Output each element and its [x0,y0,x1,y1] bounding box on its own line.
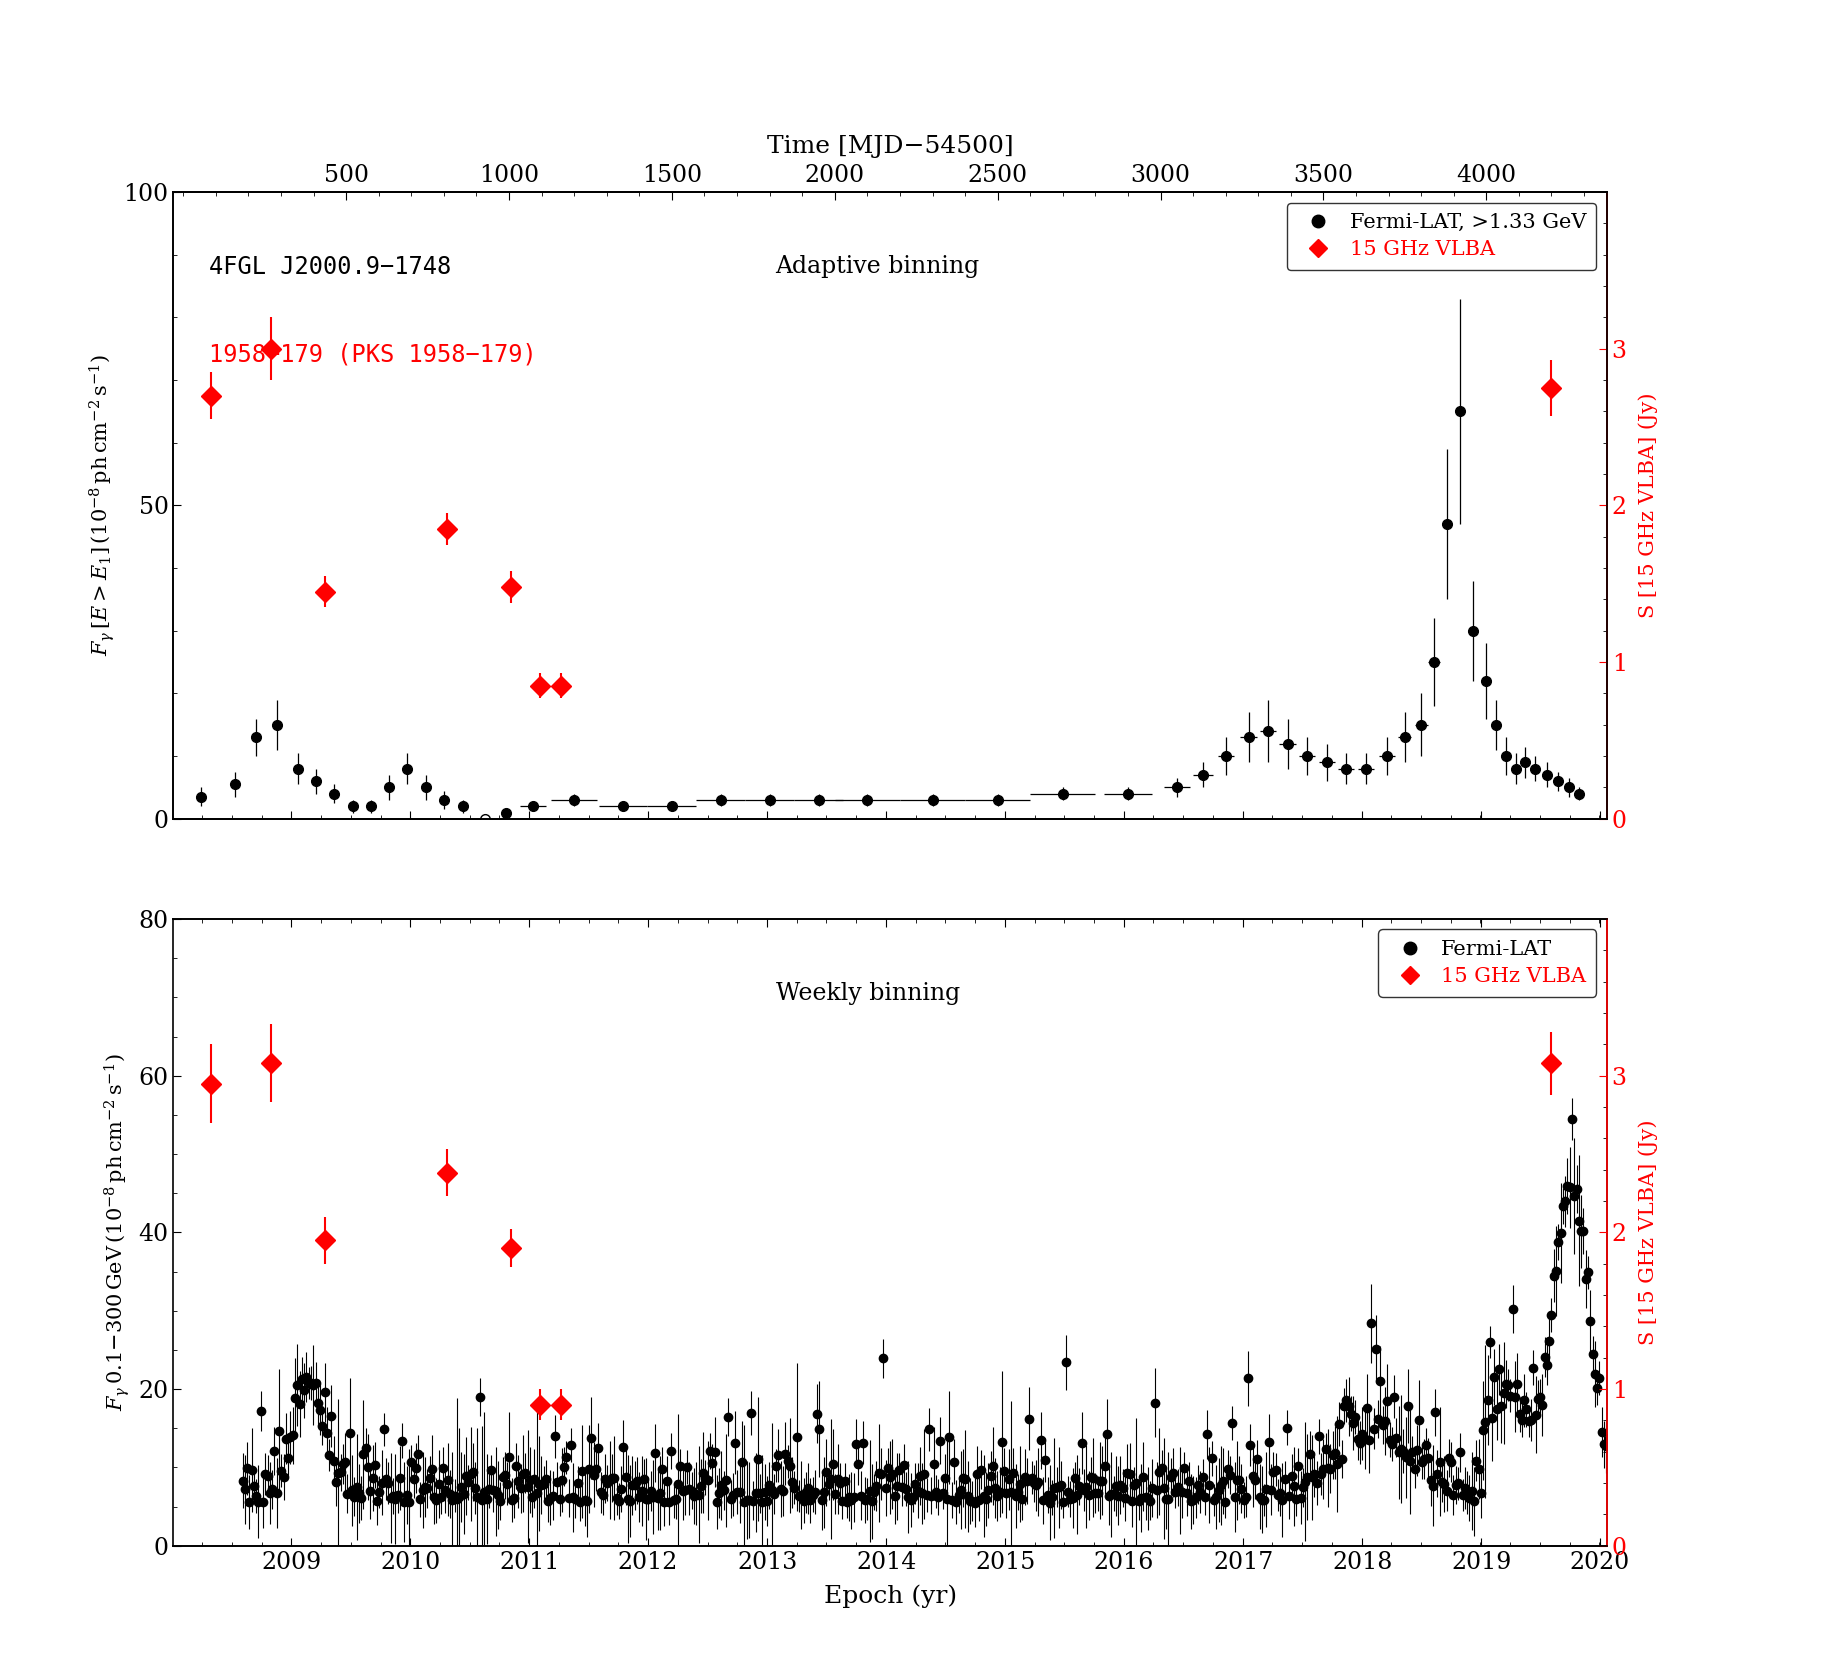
X-axis label: Epoch (yr): Epoch (yr) [824,1584,957,1608]
Y-axis label: S [15 GHz VLBA] (Jy): S [15 GHz VLBA] (Jy) [1638,1120,1658,1345]
Y-axis label: $F_{\gamma}\,0.1{-}300\,\mathrm{GeV}\,(10^{-8}\,\mathrm{ph\,cm^{-2}\,s^{-1}})$: $F_{\gamma}\,0.1{-}300\,\mathrm{GeV}\,(1… [102,1054,131,1410]
Text: Weekly binning: Weekly binning [776,983,960,1004]
X-axis label: Time [MJD−54500]: Time [MJD−54500] [767,135,1013,159]
Legend: Fermi-LAT, >1.33 GeV, 15 GHz VLBA: Fermi-LAT, >1.33 GeV, 15 GHz VLBA [1287,202,1596,269]
Text: 4FGL J2000.9−1748: 4FGL J2000.9−1748 [210,254,451,279]
Y-axis label: $F_{\gamma}\,[E{>}E_1]\,(10^{-8}\,\mathrm{ph\,cm^{-2}\,s^{-1}})$: $F_{\gamma}\,[E{>}E_1]\,(10^{-8}\,\mathr… [88,354,117,657]
Text: Adaptive binning: Adaptive binning [776,254,981,277]
Text: 1958−179 (PKS 1958−179): 1958−179 (PKS 1958−179) [210,343,537,366]
Y-axis label: S [15 GHz VLBA] (Jy): S [15 GHz VLBA] (Jy) [1638,393,1658,618]
Legend: Fermi-LAT, 15 GHz VLBA: Fermi-LAT, 15 GHz VLBA [1379,929,1596,996]
